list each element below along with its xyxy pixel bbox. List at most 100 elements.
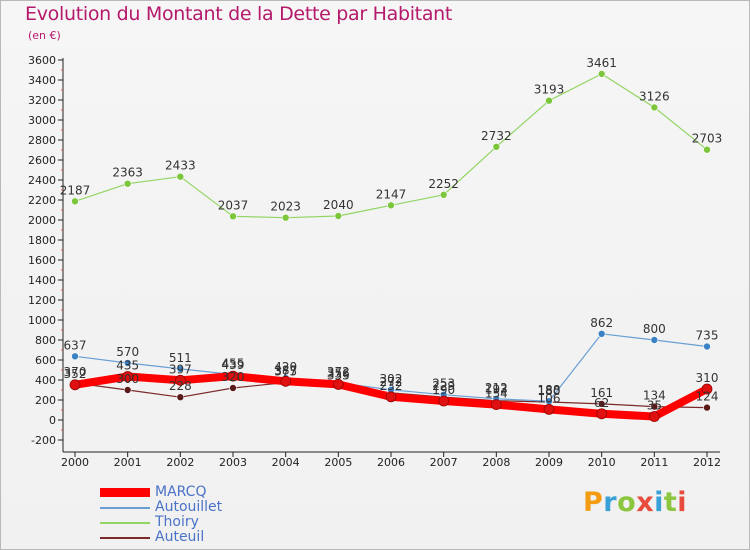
legend-swatch-autouillet (100, 507, 150, 509)
data-point-thoiry (545, 96, 553, 105)
y-tick-label: 2200 (28, 194, 56, 207)
x-tick-label: 2001 (114, 456, 142, 469)
data-label-thoiry: 2147 (376, 187, 407, 201)
data-label-marcq: 397 (169, 362, 192, 376)
logo-letter: i (654, 487, 664, 518)
data-label-thoiry: 2023 (270, 200, 301, 214)
data-label-autouillet: 800 (643, 322, 666, 336)
data-label-auteuil: 229 (432, 379, 455, 393)
data-point-autouillet (71, 352, 79, 361)
data-label-marcq: 352 (64, 367, 87, 381)
x-tick-label: 2004 (272, 456, 300, 469)
data-label-thoiry: 2252 (428, 177, 459, 191)
data-label-thoiry: 3193 (534, 83, 565, 97)
data-point-autouillet (703, 342, 711, 351)
data-label-autouillet: 302 (380, 372, 403, 386)
data-label-autouillet: 455 (222, 357, 245, 371)
x-tick-label: 2000 (61, 456, 89, 469)
data-label-auteuil: 375 (274, 365, 297, 379)
logo-letter: P (583, 487, 604, 518)
data-point-auteuil (123, 386, 132, 394)
data-label-autouillet: 212 (485, 381, 508, 395)
x-tick-label: 2010 (588, 456, 616, 469)
y-tick-label: 3200 (28, 94, 56, 107)
data-label-marcq: 35 (647, 399, 662, 413)
data-point-marcq (543, 403, 555, 415)
data-point-thoiry (334, 212, 343, 220)
data-label-autouillet: 735 (696, 329, 719, 343)
data-point-thoiry (387, 201, 395, 210)
data-label-auteuil: 228 (169, 379, 192, 393)
data-label-auteuil: 335 (327, 369, 350, 383)
x-tick-label: 2009 (535, 456, 563, 469)
data-point-marcq (701, 383, 713, 395)
logo-letter: i (677, 487, 688, 518)
y-tick-label: 2800 (28, 134, 56, 147)
data-label-auteuil: 320 (222, 370, 245, 384)
data-point-thoiry (492, 143, 501, 151)
data-label-autouillet: 253 (432, 377, 455, 391)
y-tick-label: 3600 (28, 54, 56, 67)
chart-title: Evolution du Montant de la Dette par Hab… (25, 3, 453, 25)
data-point-thoiry (439, 191, 448, 199)
data-point-marcq (332, 378, 344, 390)
data-label-auteuil: 124 (696, 390, 719, 404)
data-point-thoiry (176, 172, 185, 181)
data-point-thoiry (703, 145, 711, 154)
legend-swatch-marcq (100, 488, 150, 497)
y-tick-label: 1600 (28, 254, 56, 267)
data-label-auteuil: 161 (590, 386, 613, 400)
data-label-autouillet: 637 (64, 338, 87, 352)
x-tick-label: 2006 (377, 456, 405, 469)
data-label-thoiry: 2732 (481, 129, 512, 143)
data-point-thoiry (597, 70, 606, 78)
data-point-autouillet (597, 329, 606, 338)
x-tick-label: 2005 (324, 456, 352, 469)
chart-unit: (en €) (28, 29, 61, 42)
data-point-marcq (385, 391, 397, 403)
data-label-marcq: 232 (380, 379, 403, 393)
y-tick-label: 400 (35, 374, 56, 387)
data-label-autouillet: 862 (590, 316, 613, 330)
y-tick-label: 800 (35, 334, 56, 347)
legend-label-auteuil: Auteuil (155, 529, 205, 545)
data-label-autouillet: 372 (327, 365, 350, 379)
proxiti-logo: Proxiti (583, 487, 687, 518)
logo-letter: t (663, 487, 678, 518)
y-tick-label: 2400 (28, 174, 56, 187)
data-label-marcq: 106 (538, 391, 561, 405)
y-tick-label: 1000 (28, 314, 56, 327)
data-point-marcq (596, 408, 608, 420)
legend-swatch-auteuil (100, 537, 150, 539)
data-label-thoiry: 2040 (323, 198, 354, 212)
data-label-autouillet: 420 (274, 360, 297, 374)
data-label-auteuil: 134 (643, 389, 666, 403)
data-point-auteuil (176, 393, 185, 402)
y-tick-label: 2600 (28, 154, 56, 167)
data-point-autouillet (123, 359, 132, 367)
data-label-auteuil: 300 (116, 372, 139, 386)
data-label-auteuil: 193 (485, 383, 508, 397)
data-label-auteuil: 180 (538, 384, 561, 398)
y-tick-label: 1400 (28, 274, 56, 287)
data-point-marcq (280, 375, 292, 387)
y-tick-label: 200 (35, 394, 56, 407)
data-label-thoiry: 2703 (692, 132, 723, 146)
data-point-auteuil (650, 402, 659, 411)
data-point-marcq (490, 399, 502, 411)
data-point-thoiry (123, 179, 132, 188)
data-point-auteuil (703, 403, 711, 412)
data-point-autouillet (176, 365, 185, 373)
data-point-marcq (438, 395, 450, 407)
data-label-thoiry: 2037 (218, 198, 249, 212)
legend-label-thoiry: Thoiry (155, 514, 199, 530)
x-tick-label: 2002 (166, 456, 194, 469)
data-point-thoiry (650, 103, 659, 112)
data-label-thoiry: 2363 (112, 166, 143, 180)
data-point-marcq (648, 411, 660, 422)
y-tick-label: 1200 (28, 294, 56, 307)
x-tick-label: 2003 (219, 456, 247, 469)
data-point-auteuil (229, 384, 237, 392)
